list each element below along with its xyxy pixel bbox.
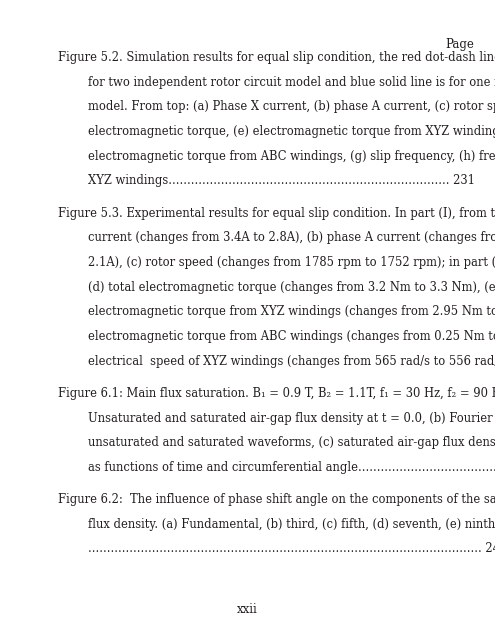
Text: electrical  speed of XYZ windings (changes from 565 rad/s to 556 rad/s).........: electrical speed of XYZ windings (change… bbox=[88, 355, 495, 367]
Text: Page: Page bbox=[446, 38, 474, 51]
Text: Unsaturated and saturated air-gap flux density at t = 0.0, (b) Fourier series of: Unsaturated and saturated air-gap flux d… bbox=[88, 412, 495, 424]
Text: xxii: xxii bbox=[237, 603, 258, 616]
Text: model. From top: (a) Phase X current, (b) phase A current, (c) rotor speed, (d) : model. From top: (a) Phase X current, (b… bbox=[88, 100, 495, 113]
Text: Figure 6.2:  The influence of phase shift angle on the components of the saturat: Figure 6.2: The influence of phase shift… bbox=[58, 493, 495, 506]
Text: as functions of time and circumferential angle..................................: as functions of time and circumferential… bbox=[88, 461, 495, 474]
Text: electromagnetic torque, (e) electromagnetic torque from XYZ windings, (f): electromagnetic torque, (e) electromagne… bbox=[88, 125, 495, 138]
Text: Figure 5.3. Experimental results for equal slip condition. In part (I), from top: Figure 5.3. Experimental results for equ… bbox=[58, 207, 495, 220]
Text: electromagnetic torque from ABC windings, (g) slip frequency, (h) frequency of: electromagnetic torque from ABC windings… bbox=[88, 150, 495, 163]
Text: electromagnetic torque from XYZ windings (changes from 2.95 Nm to 2.5Nm),  (f): electromagnetic torque from XYZ windings… bbox=[88, 305, 495, 318]
Text: ................................................................................: ........................................… bbox=[88, 542, 495, 556]
Text: unsaturated and saturated waveforms, (c) saturated air-gap flux density distribu: unsaturated and saturated waveforms, (c)… bbox=[88, 436, 495, 449]
Text: electromagnetic torque from ABC windings (changes from 0.25 Nm to 0.9 Nm), (g): electromagnetic torque from ABC windings… bbox=[88, 330, 495, 343]
Text: current (changes from 3.4A to 2.8A), (b) phase A current (changes from 0.7A to: current (changes from 3.4A to 2.8A), (b)… bbox=[88, 231, 495, 244]
Text: (d) total electromagnetic torque (changes from 3.2 Nm to 3.3 Nm), (e): (d) total electromagnetic torque (change… bbox=[88, 280, 495, 294]
Text: Figure 6.1: Main flux saturation. B₁ = 0.9 T, B₂ = 1.1T, f₁ = 30 Hz, f₂ = 90 Hz,: Figure 6.1: Main flux saturation. B₁ = 0… bbox=[58, 387, 495, 400]
Text: flux density. (a) Fundamental, (b) third, (c) fifth, (d) seventh, (e) ninth harm: flux density. (a) Fundamental, (b) third… bbox=[88, 518, 495, 531]
Text: Figure 5.2. Simulation results for equal slip condition, the red dot-dash line i: Figure 5.2. Simulation results for equal… bbox=[58, 51, 495, 64]
Text: 2.1A), (c) rotor speed (changes from 1785 rpm to 1752 rpm); in part (II) from to: 2.1A), (c) rotor speed (changes from 178… bbox=[88, 256, 495, 269]
Text: XYZ windings....................................................................: XYZ windings............................… bbox=[88, 174, 475, 188]
Text: for two independent rotor circuit model and blue solid line is for one rotor cir: for two independent rotor circuit model … bbox=[88, 76, 495, 89]
